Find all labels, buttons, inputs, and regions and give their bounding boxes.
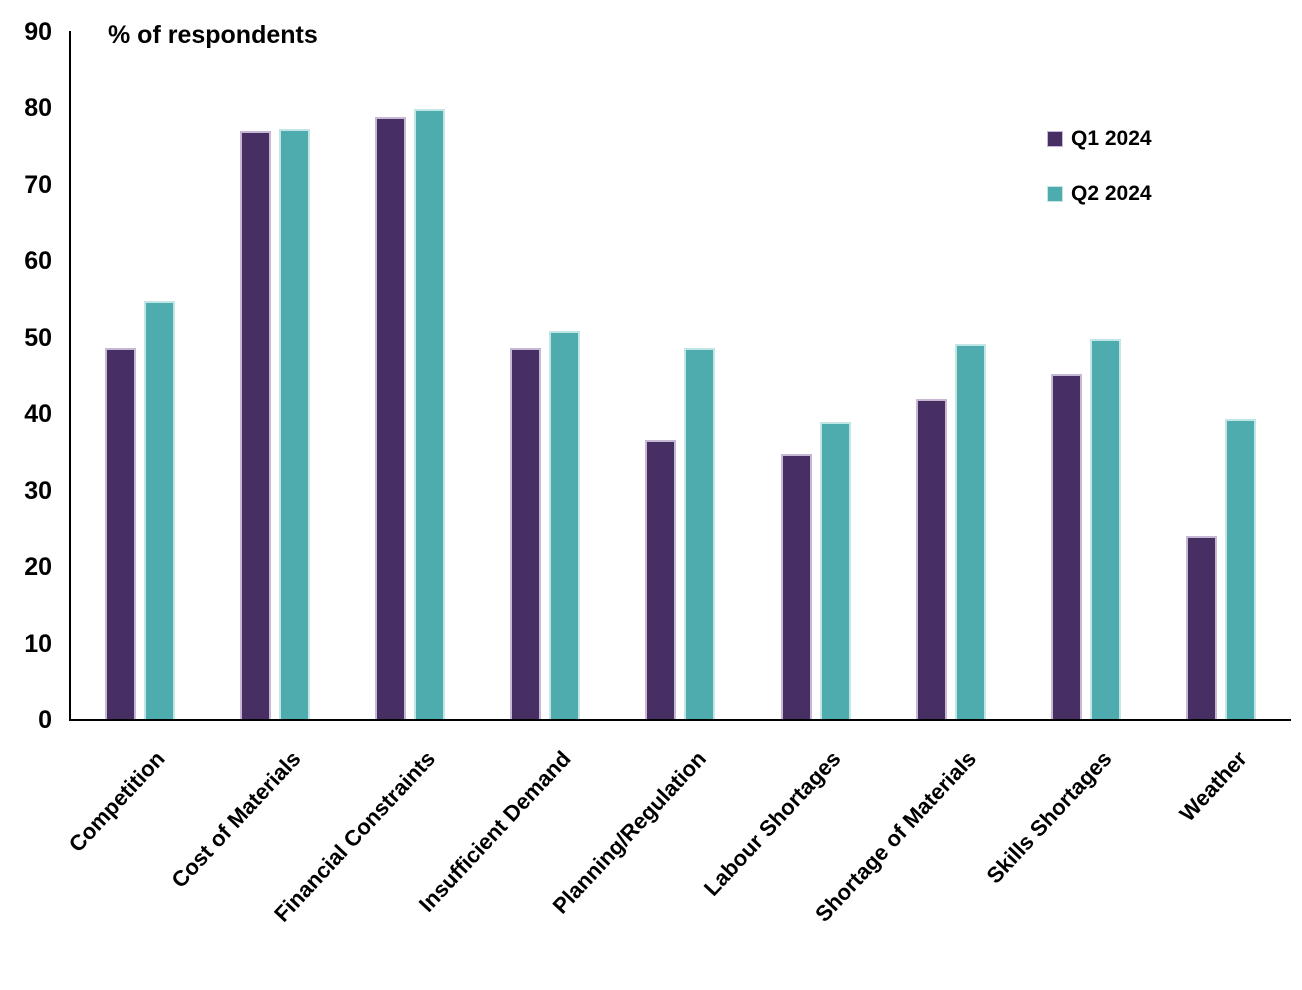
bar-q1-2024-labour-shortages: [780, 453, 812, 719]
x-axis-label-competition: Competition: [64, 746, 170, 857]
legend-label-q1-2024: Q1 2024: [1071, 127, 1152, 150]
y-tick-label-40: 40: [24, 400, 52, 429]
bar-q2-2024-competition: [143, 300, 175, 719]
y-tick-label-0: 0: [38, 706, 52, 734]
x-axis-label-planning-regulation: Planning/Regulation: [547, 746, 711, 919]
x-axis-label-insufficient-demand: Insufficient Demand: [413, 746, 576, 917]
y-tick-label-60: 60: [24, 247, 52, 276]
legend-label-q2-2024: Q2 2024: [1071, 182, 1152, 205]
bar-q1-2024-financial-constraints: [375, 116, 407, 719]
y-tick-label-50: 50: [24, 323, 52, 352]
bar-q2-2024-shortage-of-materials: [954, 344, 986, 719]
bar-q2-2024-insufficient-demand: [549, 330, 581, 719]
bar-q2-2024-planning-regulation: [684, 348, 716, 719]
y-tick-label-10: 10: [24, 629, 52, 658]
bar-q1-2024-insufficient-demand: [510, 348, 542, 719]
plot-axes: [69, 31, 1291, 721]
bar-q2-2024-cost-of-materials: [278, 128, 310, 719]
bar-q2-2024-weather: [1224, 419, 1256, 719]
y-tick-label-70: 70: [24, 170, 52, 199]
legend-item-q1-2024: Q1 2024: [1047, 127, 1152, 151]
bar-q1-2024-skills-shortages: [1050, 374, 1082, 719]
y-tick-label-30: 30: [24, 476, 52, 505]
legend-swatch-q1-2024: [1047, 131, 1063, 147]
y-tick-label-80: 80: [24, 94, 52, 123]
chart-title: % of respondents: [108, 21, 318, 49]
x-axis-label-skills-shortages: Skills Shortages: [981, 746, 1117, 889]
bar-q1-2024-weather: [1185, 536, 1217, 719]
bar-q2-2024-labour-shortages: [819, 421, 851, 719]
x-axis-label-weather: Weather: [1174, 746, 1252, 827]
bar-q1-2024-cost-of-materials: [239, 131, 271, 719]
bar-q1-2024-competition: [104, 348, 136, 719]
legend-swatch-q2-2024: [1047, 186, 1063, 202]
y-tick-label-20: 20: [24, 553, 52, 582]
bar-q2-2024-skills-shortages: [1089, 339, 1121, 719]
legend-item-q2-2024: Q2 2024: [1047, 182, 1152, 206]
legend: Q1 2024 Q2 2024: [1047, 127, 1152, 206]
x-axis-label-labour-shortages: Labour Shortages: [699, 746, 846, 901]
y-tick-label-90: 90: [24, 18, 52, 46]
bar-q1-2024-planning-regulation: [645, 439, 677, 719]
bar-q2-2024-financial-constraints: [414, 108, 446, 719]
bar-q1-2024-shortage-of-materials: [915, 398, 947, 719]
x-axis-label-cost-of-materials: Cost of Materials: [165, 746, 306, 893]
